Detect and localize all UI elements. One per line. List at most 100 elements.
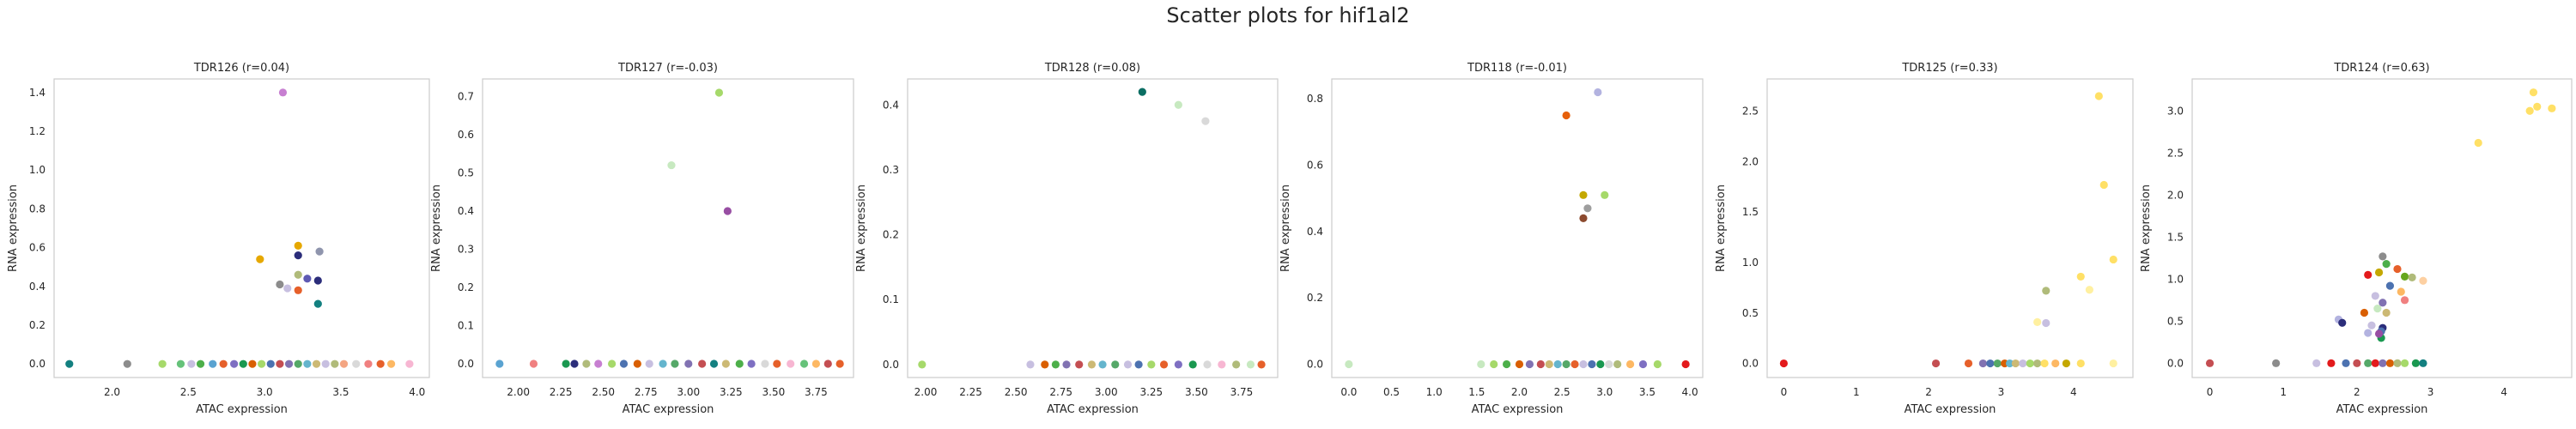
y-axis-label: RNA expression	[855, 184, 868, 272]
scatter-point	[2005, 359, 2014, 368]
y-tick-label: 2.5	[1742, 106, 1759, 118]
scatter-panel-4: TDR118 (r=-0.01) 0.0 0.5 1.0 1.5 2.0 2.5 3.0 3.5…	[1279, 62, 1704, 416]
scatter-point	[2533, 102, 2542, 111]
scatter-point	[773, 360, 781, 368]
scatter-point	[633, 360, 641, 368]
scatter-point	[303, 275, 312, 283]
scatter-point	[65, 360, 74, 368]
scatter-point	[1978, 359, 1987, 368]
scatter-point	[1601, 190, 1609, 199]
scatter-point	[187, 360, 196, 368]
y-tick-label: 0.0	[458, 358, 474, 370]
scatter-point	[2085, 286, 2093, 294]
scatter-point	[2042, 318, 2050, 328]
scatter-point	[1562, 360, 1571, 369]
x-tick-label: 2.50	[592, 386, 615, 398]
scatter-point	[1562, 111, 1571, 120]
y-tick-label: 0.2	[1307, 292, 1323, 304]
scatter-point	[835, 360, 844, 368]
x-tick-label: 2.25	[550, 386, 573, 398]
scatter-point	[1123, 360, 1133, 369]
plot-area	[482, 78, 854, 378]
panel-title: TDR124 (r=0.63)	[2333, 62, 2429, 75]
scatter-point	[2076, 272, 2085, 281]
x-tick-label: 3.25	[720, 386, 743, 398]
x-tick-label: 4.0	[1682, 386, 1698, 398]
scatter-point	[811, 360, 821, 368]
scatter-point	[1218, 360, 1226, 369]
scatter-panel-2: TDR127 (r=-0.03) 2.00 2.25 2.50 2.75 3.00 3.25…	[430, 62, 854, 416]
scatter-point	[2040, 359, 2049, 368]
x-tick-label: 2.0	[104, 386, 120, 398]
x-tick-label: 4.0	[409, 386, 425, 398]
scatter-panel-6: TDR124 (r=0.63) 0 1 2 3 4 0.0 0.5 1.0 1.5 2.0 2.5 3.…	[2140, 62, 2573, 416]
y-tick-label: 0.2	[883, 229, 899, 241]
x-tick-label: 3.75	[1230, 386, 1254, 398]
scatter-point	[196, 360, 205, 368]
panel-title: TDR126 (r=0.04)	[193, 62, 289, 75]
scatter-point	[1246, 360, 1255, 369]
y-tick-label: 0.4	[29, 281, 46, 293]
scatter-point	[1579, 190, 1588, 199]
scatter-point	[918, 360, 927, 369]
scatter-point	[2019, 359, 2027, 368]
scatter-point	[1041, 360, 1049, 369]
scatter-point	[1232, 360, 1241, 369]
scatter-point	[1515, 360, 1524, 369]
scatter-point	[2042, 287, 2050, 295]
scatter-point	[376, 360, 385, 368]
y-tick-label: 0.0	[29, 358, 46, 370]
scatter-point	[313, 299, 322, 308]
scatter-point	[570, 360, 579, 368]
scatter-point	[619, 360, 629, 368]
scatter-point	[2382, 260, 2391, 269]
scatter-point	[582, 360, 591, 368]
scatter-point	[2371, 359, 2379, 367]
scatter-point	[684, 360, 693, 368]
scatter-point	[2400, 296, 2409, 305]
scatter-point	[2033, 317, 2042, 326]
scatter-point	[2353, 359, 2361, 367]
scatter-point	[645, 360, 653, 368]
scatter-point	[2397, 287, 2405, 296]
scatter-point	[1779, 359, 1789, 368]
scatter-point	[2379, 252, 2387, 261]
scatter-point	[339, 360, 349, 368]
scatter-point	[284, 360, 294, 368]
x-axis-label: ATAC expression	[1472, 403, 1564, 416]
scatter-point	[1087, 360, 1097, 369]
x-tick-label: 2.00	[507, 386, 530, 398]
scatter-point	[278, 88, 288, 97]
scatter-point	[315, 247, 324, 256]
x-tick-label: 2.5	[180, 386, 197, 398]
scatter-point	[2033, 359, 2042, 368]
y-tick-label: 0.0	[883, 359, 899, 371]
x-tick-label: 1	[1853, 386, 1860, 398]
scatter-point	[2364, 329, 2372, 337]
y-tick-label: 0.0	[1742, 358, 1759, 370]
scatter-point	[747, 360, 756, 368]
scatter-point	[158, 360, 167, 368]
scatter-point	[608, 360, 617, 368]
scatter-point	[2411, 359, 2421, 367]
y-tick-label: 0.2	[29, 319, 46, 331]
scatter-point	[2529, 88, 2538, 97]
scatter-point	[2373, 305, 2382, 313]
scatter-point	[276, 360, 284, 368]
scatter-point	[2371, 292, 2379, 300]
y-tick-label: 0.3	[883, 164, 899, 176]
scatter-point	[2400, 272, 2409, 281]
scatter-point	[721, 360, 730, 368]
scatter-point	[799, 360, 809, 368]
scatter-point	[1098, 360, 1107, 369]
scatter-point	[2312, 359, 2321, 367]
y-axis-label: RNA expression	[1279, 184, 1292, 272]
y-tick-label: 2.5	[2167, 147, 2184, 159]
scatter-point	[2327, 359, 2336, 367]
x-tick-label: 3.75	[805, 386, 828, 398]
panel-title: TDR127 (r=-0.03)	[617, 62, 718, 75]
scatter-point	[2393, 359, 2402, 367]
y-axis-label: RNA expression	[7, 184, 20, 272]
scatter-point	[698, 360, 707, 368]
x-tick-label: 3.00	[1095, 386, 1118, 398]
